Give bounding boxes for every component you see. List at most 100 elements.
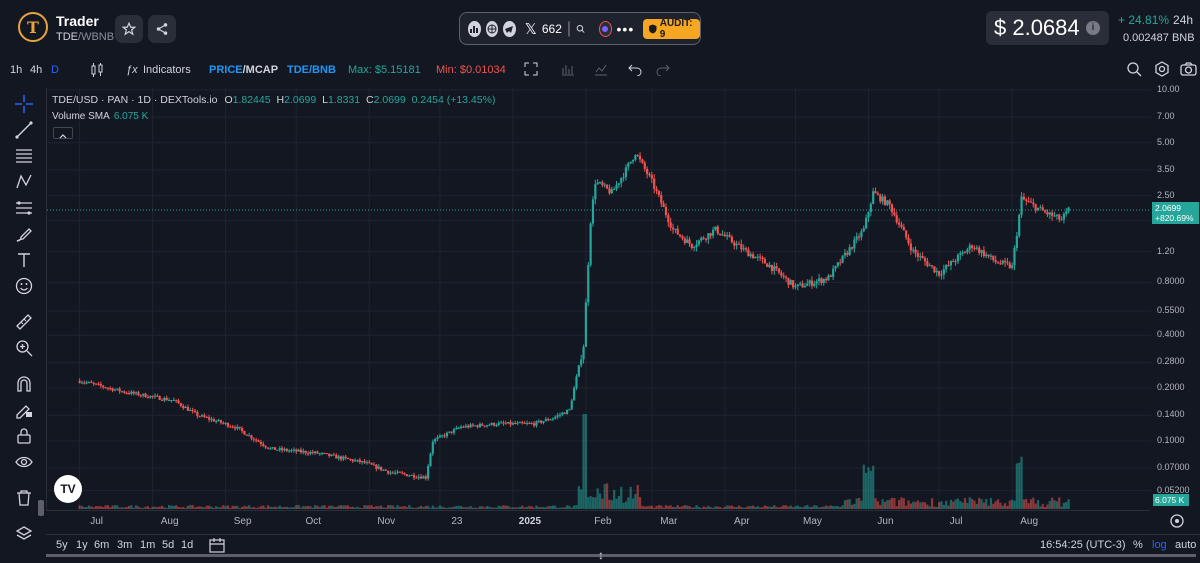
volume-bar bbox=[806, 505, 809, 509]
tradingview-logo[interactable]: TV bbox=[54, 475, 82, 503]
delete-tool[interactable] bbox=[14, 488, 34, 508]
line-chart-icon[interactable] bbox=[594, 62, 608, 76]
volume-bar bbox=[313, 505, 317, 509]
zoom-search-icon[interactable] bbox=[1126, 61, 1142, 77]
layers-tool[interactable] bbox=[14, 524, 34, 544]
candle-body bbox=[912, 249, 915, 251]
range-1m[interactable]: 1m bbox=[140, 539, 156, 551]
price-chart[interactable] bbox=[47, 88, 1151, 510]
candle-body bbox=[215, 421, 218, 423]
candle-body bbox=[667, 215, 670, 223]
crosshair-tool[interactable] bbox=[14, 94, 34, 114]
camera-icon[interactable] bbox=[1180, 61, 1197, 77]
price-scale[interactable]: 10.007.005.003.502.501.801.200.80000.550… bbox=[1150, 84, 1200, 510]
clock[interactable]: 16:54:25 (UTC-3) bbox=[1040, 539, 1126, 551]
candle-body bbox=[358, 459, 361, 463]
interval-d[interactable]: D bbox=[51, 64, 59, 76]
text-tool[interactable] bbox=[14, 250, 34, 270]
range-5y[interactable]: 5y bbox=[56, 539, 68, 551]
calendar-icon[interactable] bbox=[209, 537, 225, 553]
redo-icon[interactable] bbox=[656, 62, 670, 76]
share-button[interactable] bbox=[148, 15, 176, 43]
bar-chart-icon[interactable] bbox=[561, 62, 575, 76]
candle-body bbox=[323, 452, 326, 454]
volume-bar bbox=[940, 501, 943, 509]
candle-body bbox=[184, 407, 187, 409]
settings-icon[interactable] bbox=[1154, 61, 1170, 77]
indicators-button[interactable]: Indicators bbox=[143, 64, 191, 76]
search-icon[interactable] bbox=[576, 23, 585, 35]
log-toggle[interactable]: log bbox=[1152, 539, 1167, 551]
lock-draw-tool[interactable] bbox=[14, 400, 34, 420]
tde-bnb-toggle[interactable]: TDE/BNB bbox=[287, 64, 336, 76]
interval-1h[interactable]: 1h bbox=[10, 64, 23, 76]
candle-body bbox=[163, 397, 166, 401]
candle-body bbox=[191, 410, 194, 412]
candle-body bbox=[888, 200, 891, 205]
axis-settings-icon[interactable] bbox=[1168, 512, 1186, 530]
range-3m[interactable]: 3m bbox=[117, 539, 133, 551]
emoji-tool[interactable] bbox=[14, 276, 34, 296]
panel-resize-handle[interactable] bbox=[38, 500, 44, 516]
chart-bars-icon[interactable] bbox=[468, 20, 481, 37]
undo-icon[interactable] bbox=[628, 62, 642, 76]
explorer-icon[interactable] bbox=[598, 20, 612, 37]
volume-bar bbox=[1043, 506, 1047, 509]
volume-bar bbox=[843, 500, 847, 509]
candle-body bbox=[1001, 260, 1004, 264]
magnet-tool[interactable] bbox=[14, 374, 34, 394]
price-mcap-toggle[interactable]: PRICE/MCAP bbox=[209, 64, 279, 76]
percent-toggle[interactable]: % bbox=[1133, 539, 1143, 551]
volume-bar bbox=[766, 506, 769, 509]
visibility-tool[interactable] bbox=[14, 452, 34, 472]
info-icon[interactable]: i bbox=[1086, 21, 1100, 35]
pane-divider[interactable] bbox=[46, 554, 1196, 557]
horizontal-lines-tool[interactable] bbox=[14, 146, 34, 166]
volume-bar bbox=[530, 506, 533, 509]
globe-icon[interactable] bbox=[485, 20, 499, 37]
time-axis[interactable]: Jul Aug Sep Oct Nov 23 2025 Feb Mar Apr May Jun Jul A… bbox=[46, 510, 1150, 532]
audit-badge[interactable]: AUDIT: 9 bbox=[643, 18, 701, 40]
candle-body bbox=[782, 275, 785, 277]
volume-bar bbox=[704, 507, 708, 509]
volume-bar bbox=[361, 507, 364, 509]
interval-4h[interactable]: 4h bbox=[30, 64, 43, 76]
resize-arrows-icon[interactable]: ↕ bbox=[598, 548, 604, 562]
candle-body bbox=[563, 412, 566, 414]
volume-bar bbox=[518, 506, 522, 509]
candle-body bbox=[217, 420, 220, 422]
fib-tool[interactable] bbox=[14, 198, 34, 218]
volume-bar bbox=[99, 506, 102, 509]
volume-bar bbox=[158, 506, 161, 509]
telegram-icon[interactable] bbox=[503, 20, 516, 37]
range-6m[interactable]: 6m bbox=[94, 539, 110, 551]
volume-bar bbox=[537, 507, 540, 509]
candle-body bbox=[243, 430, 246, 435]
brush-tool[interactable] bbox=[14, 224, 34, 244]
lock-tool[interactable] bbox=[14, 426, 34, 446]
candle-body bbox=[547, 419, 550, 421]
volume-bar bbox=[808, 506, 811, 509]
pattern-tool[interactable] bbox=[14, 172, 34, 192]
candle-body bbox=[801, 283, 804, 288]
range-1d[interactable]: 1d bbox=[181, 539, 194, 551]
x-twitter-icon[interactable]: 𝕏 bbox=[524, 20, 537, 38]
candle-body bbox=[417, 476, 420, 478]
more-icon[interactable]: ••• bbox=[616, 20, 635, 37]
fullscreen-icon[interactable] bbox=[524, 62, 538, 76]
auto-toggle[interactable]: auto bbox=[1175, 539, 1197, 551]
zoom-in-tool[interactable] bbox=[14, 338, 34, 358]
volume-bar bbox=[961, 502, 964, 509]
volume-bar bbox=[1025, 498, 1028, 509]
legend-collapse-button[interactable] bbox=[53, 127, 73, 139]
chart-area[interactable] bbox=[46, 88, 1151, 510]
favorite-button[interactable] bbox=[115, 15, 143, 43]
volume-bar bbox=[182, 506, 185, 509]
range-5d[interactable]: 5d bbox=[162, 539, 175, 551]
ruler-tool[interactable] bbox=[14, 312, 34, 332]
volume-bar bbox=[867, 467, 870, 509]
candle-type-icon[interactable] bbox=[89, 62, 105, 78]
volume-bar bbox=[565, 505, 569, 509]
trend-line-tool[interactable] bbox=[14, 120, 34, 140]
range-1y[interactable]: 1y bbox=[76, 539, 88, 551]
